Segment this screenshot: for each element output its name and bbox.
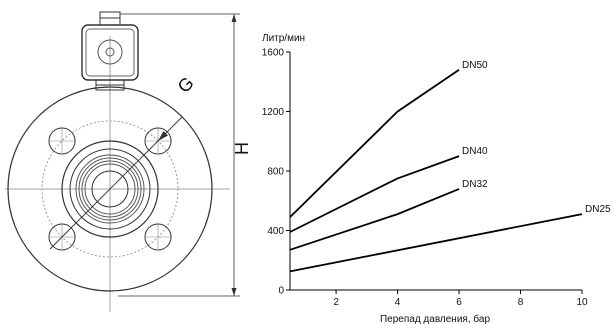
series-line-dn50 — [290, 70, 459, 217]
series-label-dn40: DN40 — [462, 146, 488, 157]
x-tick-label: 8 — [518, 297, 524, 308]
bolt-hole-bottom-right — [145, 224, 171, 250]
x-tick-label: 4 — [395, 297, 401, 308]
series-line-dn40 — [290, 156, 459, 232]
dim-g-label: G — [174, 73, 198, 97]
y-tick-label: 800 — [267, 167, 284, 178]
bolt-hole-top-left — [49, 128, 75, 154]
series-line-dn25 — [290, 214, 582, 271]
x-tick-label: 2 — [333, 297, 339, 308]
g-dim-leader — [170, 117, 182, 129]
valve-drawing — [5, 12, 240, 312]
series-label-dn50: DN50 — [462, 60, 488, 71]
x-tick-label: 10 — [576, 297, 588, 308]
y-tick-label: 0 — [278, 286, 284, 297]
series-label-dn32: DN32 — [462, 179, 488, 190]
y-tick-label: 400 — [267, 226, 284, 237]
series-label-dn25: DN25 — [585, 204, 611, 215]
dim-h-label: H — [232, 142, 252, 155]
y-tick-label: 1200 — [262, 107, 285, 118]
h-dim-arrow-bottom — [232, 288, 237, 296]
flow-chart: 0 400 800 1200 1600 2 4 6 8 10 Литр/мин Перепад дав… — [262, 33, 611, 324]
x-axis-label: Перепад давления, бар — [380, 313, 490, 324]
x-tick-label: 6 — [456, 297, 462, 308]
y-tick-label: 1600 — [262, 48, 285, 59]
h-dim-arrow-top — [232, 14, 237, 22]
y-axis-label: Литр/мин — [262, 33, 305, 44]
